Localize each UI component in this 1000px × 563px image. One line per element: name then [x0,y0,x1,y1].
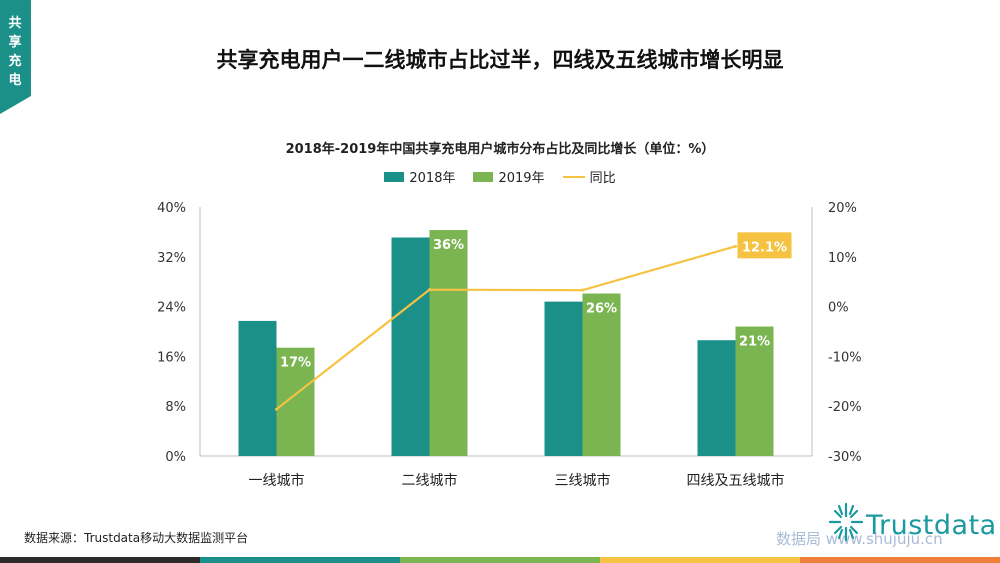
yoy-data-label-box [737,232,792,259]
bar-data-label: 17% [280,356,311,371]
legend-swatch-yoy [562,175,585,178]
y-right-tick-label: 20% [828,201,857,216]
y-left-tick-label: 32% [157,251,186,266]
y-left-tick-label: 40% [157,201,186,216]
yoy-line [275,245,736,411]
x-tick-label: 二线城市 [402,472,458,489]
chart-legend: 2018年 2019年 同比 [0,167,1000,186]
x-tick-label: 三线城市 [555,472,611,489]
side-tab-label: 共享充电 [8,16,22,88]
bar-data-label: 36% [433,238,464,253]
yoy-point [275,407,278,411]
footer-bar-green [400,557,600,563]
bar-2019 [582,293,621,456]
bar-2018 [544,301,583,456]
logo-burst-icon [828,502,864,542]
footer-bar-orange [800,557,1000,563]
yoy-point [734,244,737,248]
yoy-point [428,288,431,292]
y-left-tick-label: 0% [165,450,186,465]
legend-label-2019: 2019年 [498,171,545,186]
x-tick-label: 四线及五线城市 [687,472,785,489]
y-left-tick-label: 24% [157,301,186,316]
bar-2018 [391,237,430,456]
y-right-tick-label: 10% [828,251,857,266]
bar-2018 [238,320,277,456]
chart-title: 2018年-2019年中国共享充电用户城市分布占比及同比增长（单位：%） [285,142,715,157]
legend-item-2019: 2019年 [473,167,545,186]
footer-bar-teal [200,557,400,563]
y-right-tick-label: 0% [828,301,849,316]
data-source: 数据来源：Trustdata移动大数据监测平台 [24,531,249,545]
bar-2019 [735,326,774,456]
legend-item-yoy: 同比 [562,167,616,186]
page-title: 共享充电用户一二线城市占比过半，四线及五线城市增长明显 [216,48,784,72]
x-tick-label: 一线城市 [249,472,305,489]
watermark: 数据局 www.shujuju.cn [776,530,943,548]
y-right-tick-label: -20% [828,400,862,415]
y-left-tick-label: 16% [157,350,186,365]
yoy-point [581,288,584,292]
y-left-tick-label: 8% [165,400,186,415]
yoy-data-label: 12.1% [742,240,787,255]
side-tab [0,0,31,114]
footer-bar-dark [0,557,200,563]
legend-swatch-2019 [473,171,494,182]
legend-swatch-2018 [384,171,405,182]
legend-label-yoy: 同比 [589,171,616,186]
bar-data-label: 26% [586,302,617,317]
footer-bar-yellow [600,557,800,563]
bar-2019 [429,230,468,456]
bar-2019 [276,347,315,456]
y-right-tick-label: -30% [828,450,862,465]
logo-text: Trustdata [866,510,997,541]
side-tab-notch [0,96,31,114]
y-right-tick-label: -10% [828,350,862,365]
legend-item-2018: 2018年 [384,167,455,186]
legend-label-2018: 2018年 [409,171,456,186]
trustdata-logo: Trustdata [826,494,996,550]
footer-color-bar [0,557,1000,563]
bar-data-label: 21% [739,335,770,350]
bar-2018 [697,340,736,456]
